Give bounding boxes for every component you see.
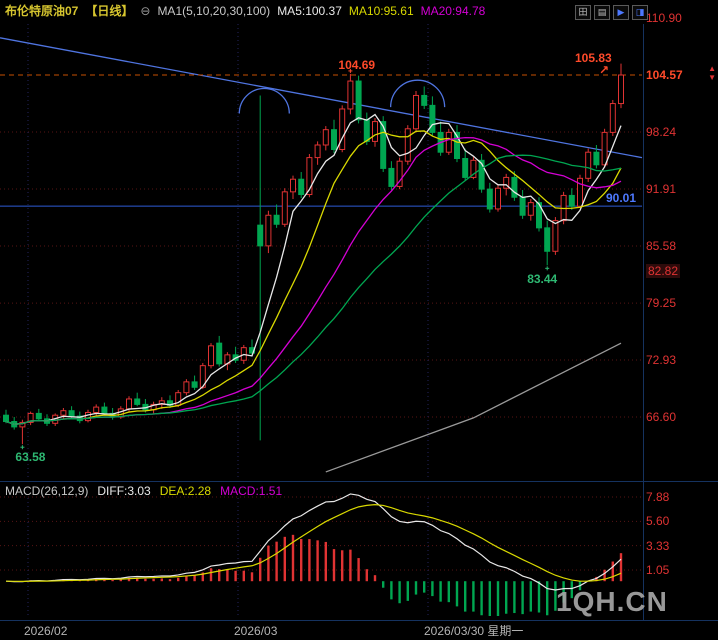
macd-value-label: MACD:1.51 — [220, 484, 283, 498]
price-axis-label: 85.58 — [646, 239, 677, 254]
price-axis-label: 110.90 — [646, 11, 682, 25]
period-label[interactable]: 【日线】 — [85, 4, 134, 18]
low-label-0: 63.58 — [15, 450, 46, 465]
macd-title[interactable]: MACD(26,12,9) — [5, 484, 89, 498]
peak-label-1: 104.69 — [338, 57, 376, 72]
price-axis-marker-icon[interactable]: ▲ ▼ — [708, 64, 716, 82]
macd-axis-label: 3.33 — [646, 538, 670, 553]
price-axis-label: 82.82 — [646, 263, 681, 278]
play-icon[interactable]: ▶ — [613, 5, 629, 20]
window-controls: 田 ▤ ▶ ◨ — [575, 5, 648, 20]
collapse-icon[interactable]: ⊖ — [140, 4, 151, 18]
price-axis-label: 91.91 — [646, 182, 677, 197]
macd-histogram — [12, 534, 623, 616]
grid-layer — [0, 24, 642, 616]
macd-axis-label: 1.05 — [646, 562, 670, 577]
symbol-label[interactable]: 布伦特原油07 — [5, 4, 79, 18]
ma10-value-label: MA10:95.61 — [348, 4, 414, 18]
trendline — [0, 37, 643, 159]
ma20-value-label: MA20:94.78 — [420, 4, 486, 18]
macd-diff-line — [5, 493, 622, 591]
x-axis-tick-label: 2026/03/30 星期一 — [424, 624, 524, 638]
pane-separators — [0, 24, 718, 621]
macd-header: MACD(26,12,9) DIFF:3.03 DEA:2.28 MACD:1.… — [5, 484, 282, 498]
macd-dea-line — [5, 503, 622, 582]
annotation-layer — [0, 68, 642, 450]
candles-layer — [3, 63, 624, 445]
price-axis-label: 98.24 — [646, 125, 677, 140]
price-axis-label: 72.93 — [646, 352, 677, 367]
breakout-arrow: ↗ — [599, 63, 610, 78]
macd-diff-label: DIFF:3.03 — [97, 484, 151, 498]
grid-view-icon[interactable]: 田 — [575, 5, 591, 20]
toolbar: 布伦特原油07 【日线】 ⊖ MA1(5,10,20,30,100) MA5:1… — [5, 4, 485, 19]
watermark: 1QH.CN — [556, 586, 668, 617]
ma100-line — [325, 342, 622, 473]
ma-group-label: MA1(5,10,20,30,100) — [157, 4, 271, 18]
ma5-value-label: MA5:100.37 — [277, 4, 342, 18]
support-line-label: 90.01 — [606, 191, 637, 206]
price-axis-label: 66.60 — [646, 410, 677, 424]
low-label-1: 83.44 — [527, 272, 558, 287]
ma30-line — [5, 154, 622, 425]
ma5-line — [5, 113, 622, 425]
x-axis-tick-label: 2026/02 — [24, 624, 68, 638]
x-axis-tick-label: 2026/03 — [234, 624, 278, 638]
macd-axis-label: 7.88 — [646, 489, 670, 504]
peak-label-2: 105.83 — [575, 50, 612, 65]
tile-view-icon[interactable]: ▤ — [594, 5, 610, 20]
macd-dea-label: DEA:2.28 — [159, 484, 212, 498]
ma10-line — [5, 130, 622, 425]
macd-axis-label: 5.60 — [646, 514, 670, 529]
panel-view-icon[interactable]: ◨ — [632, 5, 648, 20]
price-axis-label: 104.57 — [646, 68, 683, 82]
price-axis-label: 79.25 — [646, 296, 677, 311]
